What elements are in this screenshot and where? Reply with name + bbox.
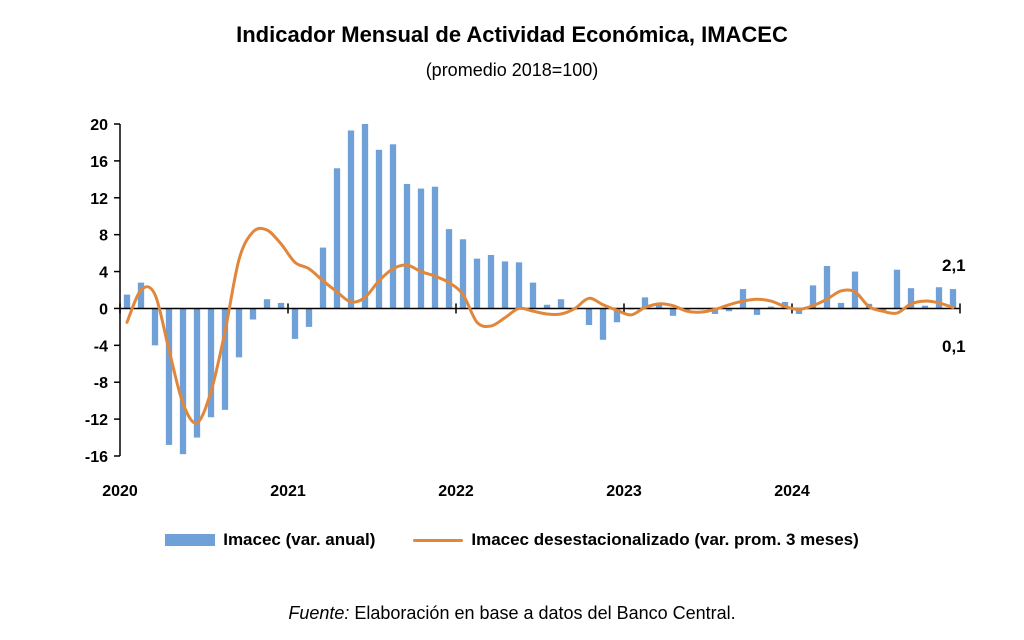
bar-9 — [249, 308, 257, 320]
bar-35 — [613, 308, 621, 323]
bar-49 — [809, 285, 817, 309]
bar-8 — [235, 308, 243, 358]
x-tick-label-2020: 2020 — [102, 483, 138, 500]
bar-1 — [137, 282, 145, 309]
bar-13 — [305, 308, 313, 327]
bar-48 — [795, 308, 803, 314]
source-text: Elaboración en base a datos del Banco Ce… — [349, 603, 736, 623]
bar-31 — [557, 299, 565, 309]
bar-11 — [277, 302, 285, 309]
bar-40 — [683, 308, 691, 311]
bar-16 — [347, 130, 355, 309]
bar-22 — [431, 186, 439, 309]
bar-0 — [123, 294, 131, 309]
bar-54 — [879, 308, 887, 311]
bar-27 — [501, 261, 509, 309]
bar-52 — [851, 271, 859, 309]
bar-15 — [333, 168, 341, 309]
bar-56 — [907, 288, 915, 309]
legend-label-line: Imacec desestacionalizado (var. prom. 3 … — [471, 530, 859, 549]
x-tick-label-2023: 2023 — [606, 483, 642, 500]
bar-30 — [543, 304, 551, 309]
bar-59 — [949, 289, 957, 309]
bar-23 — [445, 229, 453, 309]
y-tick-label-8: -12 — [85, 412, 108, 429]
y-tick-label-6: -4 — [94, 338, 108, 355]
bar-39 — [669, 308, 677, 316]
x-tick-label-2022: 2022 — [438, 483, 474, 500]
bar-50 — [823, 266, 831, 309]
bar-42 — [711, 308, 719, 314]
bar-10 — [263, 299, 271, 309]
y-tick-label-1: 16 — [90, 154, 108, 171]
x-tick-label-2024: 2024 — [774, 483, 810, 500]
bar-26 — [487, 254, 495, 309]
bar-25 — [473, 258, 481, 309]
y-tick-label-5: 0 — [99, 301, 108, 318]
annotation-last-line: 0,1 — [942, 337, 966, 356]
bar-57 — [921, 305, 929, 309]
bar-37 — [641, 297, 649, 309]
annotation-last-bar: 2,1 — [942, 256, 966, 275]
source-note: Fuente: Elaboración en base a datos del … — [0, 603, 1024, 624]
bar-24 — [459, 239, 467, 309]
bar-55 — [893, 269, 901, 309]
y-tick-label-3: 8 — [99, 228, 108, 245]
bar-21 — [417, 188, 425, 309]
bar-14 — [319, 247, 327, 309]
chart-subtitle: (promedio 2018=100) — [425, 60, 599, 80]
y-tick-label-7: -8 — [94, 375, 108, 392]
legend: Imacec (var. anual) Imacec desestacional… — [0, 530, 1024, 550]
bar-3 — [165, 308, 173, 445]
legend-label-bars: Imacec (var. anual) — [223, 530, 376, 549]
bar-5 — [193, 308, 201, 438]
bar-28 — [515, 262, 523, 309]
bar-20 — [403, 183, 411, 309]
line-series — [125, 226, 955, 425]
y-tick-label-4: 4 — [99, 265, 108, 282]
bar-58 — [935, 287, 943, 309]
bar-6 — [207, 308, 215, 418]
bar-43 — [725, 308, 733, 312]
axes — [114, 123, 961, 457]
bar-2 — [151, 308, 159, 346]
bar-7 — [221, 308, 229, 410]
bar-44 — [739, 289, 747, 309]
source-label: Fuente: — [288, 603, 350, 623]
legend-swatch-bar — [165, 534, 216, 546]
bar-series — [123, 124, 957, 455]
bar-19 — [389, 144, 397, 309]
bar-18 — [375, 149, 383, 309]
bar-4 — [179, 308, 187, 455]
legend-swatch-line — [413, 538, 464, 542]
bar-51 — [837, 302, 845, 309]
y-tick-label-9: -16 — [85, 449, 108, 466]
y-tick-label-0: 20 — [90, 117, 108, 134]
y-tick-label-2: 12 — [90, 191, 108, 208]
bar-12 — [291, 308, 299, 339]
bar-33 — [585, 308, 593, 326]
legend-item-bars: Imacec (var. anual) — [165, 530, 375, 550]
x-tick-label-2021: 2021 — [270, 483, 306, 500]
tick-labels: 20 16 12 8 4 0 -4 -8 -12 -16 2020 2021 2022 2023 2024 — [85, 117, 810, 500]
bar-45 — [753, 308, 761, 315]
bar-34 — [599, 308, 607, 340]
line-path — [125, 226, 955, 425]
chart-title: Indicador Mensual de Actividad Económica… — [236, 22, 788, 47]
bar-17 — [361, 124, 369, 309]
legend-item-line: Imacec desestacionalizado (var. prom. 3 … — [413, 530, 859, 550]
bar-29 — [529, 282, 537, 309]
bar-38 — [655, 303, 663, 309]
bar-46 — [767, 306, 775, 309]
